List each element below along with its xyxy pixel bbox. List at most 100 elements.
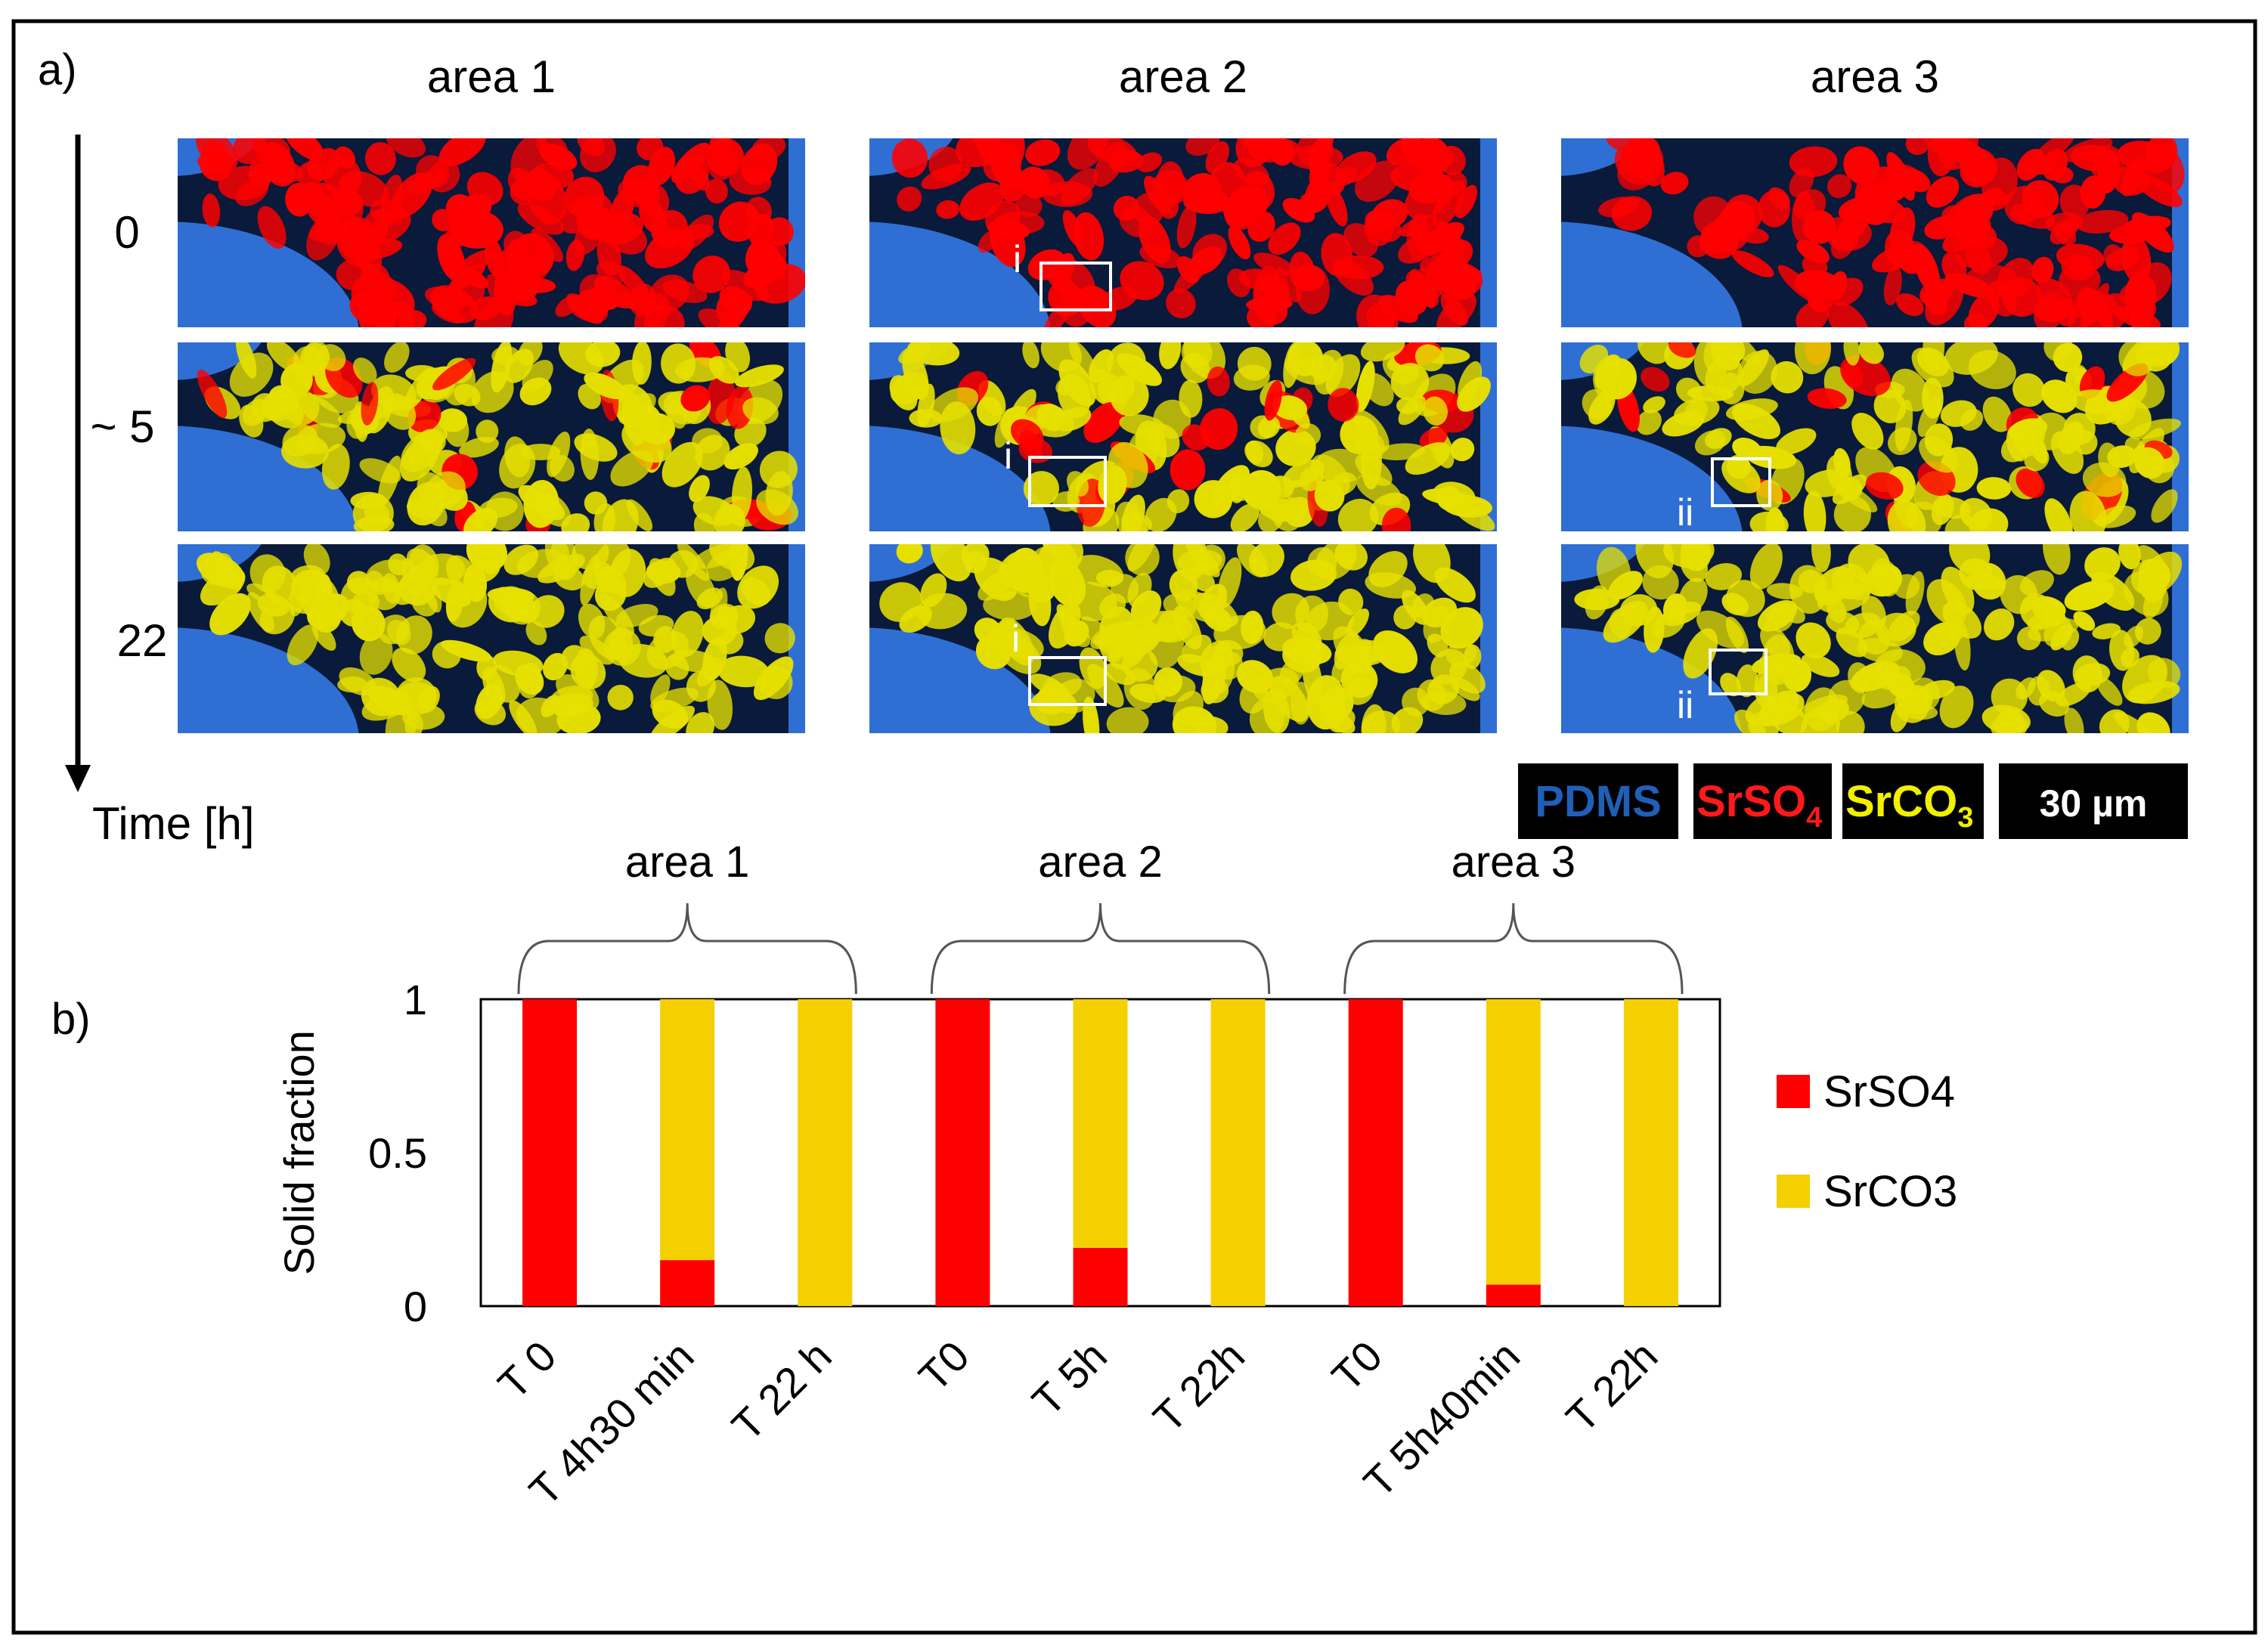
mineral-grain <box>1111 376 1135 399</box>
mineral-grain <box>266 342 302 373</box>
mineral-grain <box>1023 471 1059 506</box>
mineral-grain <box>1858 342 1884 364</box>
mineral-grain <box>706 549 745 581</box>
mineral-grain <box>674 357 726 382</box>
mineral-grain <box>388 553 408 576</box>
mineral-grain <box>491 342 513 393</box>
mineral-grain <box>1585 585 1609 620</box>
mineral-grain <box>386 620 411 645</box>
mineral-grain <box>765 471 793 516</box>
mineral-grain <box>1127 544 1156 571</box>
mineral-grain <box>307 593 349 629</box>
mineral-grain <box>1789 146 1838 178</box>
group-brace <box>1343 902 1684 995</box>
mineral-grain <box>360 263 390 293</box>
pdms-pillar <box>1561 627 1743 733</box>
mineral-grain <box>1771 361 1804 394</box>
pdms-strip <box>1480 138 1497 327</box>
mineral-grain <box>1373 630 1418 673</box>
mineral-grain <box>2129 291 2153 327</box>
mineral-grain <box>437 234 466 282</box>
mineral-grain <box>1807 388 1847 409</box>
mineral-grain <box>257 206 287 249</box>
mineral-grain <box>1121 494 1145 531</box>
mineral-grain <box>1732 438 1762 460</box>
mineral-grain <box>1687 235 1709 258</box>
microscopy-tile <box>869 544 1497 733</box>
mineral-grain <box>476 683 503 720</box>
mineral-grain <box>1968 292 2000 327</box>
mineral-grain <box>705 178 728 204</box>
column-header-area-3: area 3 <box>1811 51 1939 102</box>
column-header-area-2: area 2 <box>1119 51 1247 102</box>
mineral-grain <box>1836 627 1868 658</box>
mineral-grain <box>1926 579 1967 626</box>
mineral-grain <box>1991 714 2028 733</box>
mineral-grain <box>1328 708 1356 733</box>
mineral-grain <box>1939 686 1974 729</box>
mineral-grain <box>407 400 442 432</box>
mineral-grain <box>2127 680 2180 704</box>
mineral-grain <box>936 200 960 219</box>
mineral-grain <box>385 700 417 733</box>
mineral-grain <box>1455 184 1478 218</box>
mineral-grain <box>411 590 438 617</box>
mineral-grain <box>1048 559 1086 608</box>
mineral-grain <box>1660 601 1702 627</box>
mineral-grain <box>2120 647 2139 668</box>
mineral-grain <box>561 645 587 671</box>
mineral-grain <box>1660 172 1689 195</box>
mineral-grain <box>1041 544 1077 564</box>
mineral-grain <box>1935 624 1966 642</box>
mineral-grain <box>745 239 770 273</box>
bar-srso4-6 <box>1348 999 1403 1306</box>
mineral-grain <box>1432 180 1466 228</box>
bar-srso4-4 <box>1073 1247 1128 1306</box>
mineral-grain <box>1725 616 1749 653</box>
mineral-grain <box>1225 206 1248 229</box>
mineral-grain <box>289 578 307 617</box>
panel-a-label: a) <box>38 45 77 94</box>
mineral-grain <box>1237 346 1272 381</box>
mineral-grain <box>726 385 754 429</box>
mineral-grain <box>1249 697 1285 733</box>
mineral-grain <box>1642 565 1679 600</box>
mineral-grain <box>1250 415 1276 440</box>
mineral-grain <box>384 342 410 373</box>
mineral-grain <box>432 641 461 669</box>
mineral-grain <box>618 177 661 209</box>
mineral-grain <box>1721 457 1761 494</box>
mineral-grain <box>2062 138 2113 163</box>
mineral-grain <box>1745 694 1777 724</box>
mineral-grain <box>386 138 426 158</box>
roi-overlays: i i i ii ii <box>1004 238 1771 726</box>
mineral-grain <box>517 202 564 235</box>
mineral-grain <box>2012 373 2046 407</box>
mineral-grain <box>602 499 639 531</box>
mineral-grain <box>1360 342 1405 362</box>
mineral-grain <box>1130 590 1162 625</box>
y-tick-label: 1 <box>404 976 427 1023</box>
mineral-grain <box>510 178 536 205</box>
mineral-grain <box>708 144 739 181</box>
mineral-grain <box>1281 637 1332 665</box>
legend-label-srso4: SrSO4 <box>1823 1067 1955 1116</box>
mineral-grain <box>1801 653 1840 677</box>
mineral-grain <box>1356 294 1395 327</box>
mineral-grain <box>1959 187 2002 222</box>
mineral-grain <box>1391 707 1424 733</box>
mineral-grain <box>576 205 614 240</box>
mineral-grain <box>1644 606 1665 653</box>
mineral-grain <box>731 466 753 522</box>
mineral-grain <box>1113 196 1140 221</box>
legend-box-pdms <box>1518 763 1678 839</box>
mineral-grain <box>2044 498 2073 531</box>
mineral-grain <box>1083 401 1124 443</box>
mineral-grain <box>448 263 486 292</box>
mineral-grain <box>543 652 568 681</box>
mineral-grain <box>1803 491 1826 531</box>
mineral-grain <box>1401 138 1426 169</box>
mineral-grain <box>991 143 1022 181</box>
mineral-grain <box>634 404 662 434</box>
mineral-grain <box>665 654 689 680</box>
